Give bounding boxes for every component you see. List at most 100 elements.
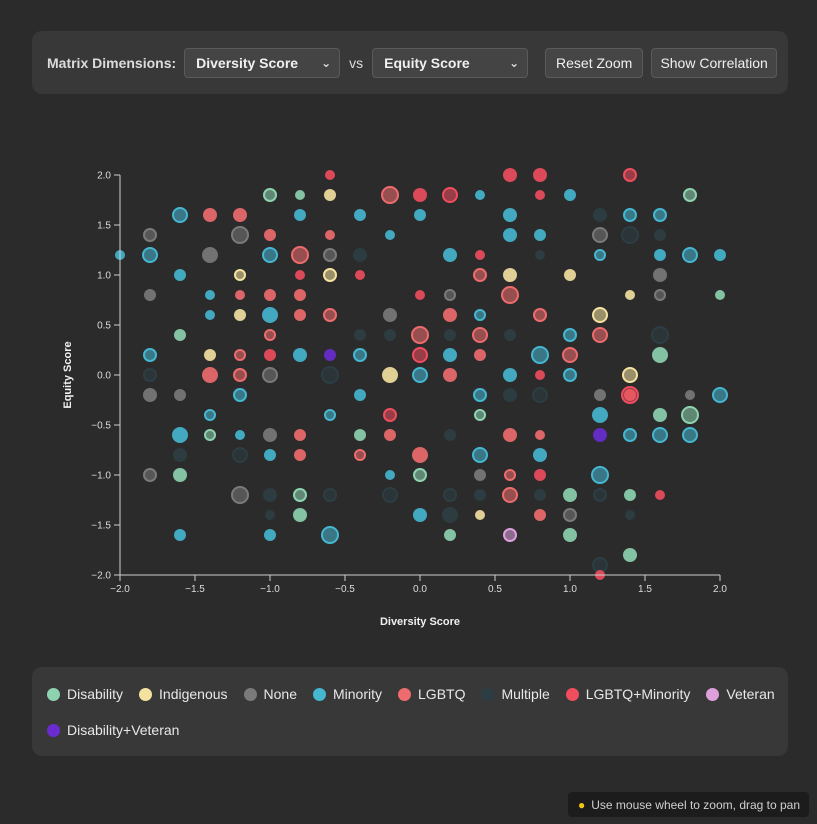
data-point[interactable] bbox=[204, 429, 216, 441]
data-point[interactable] bbox=[381, 186, 399, 204]
data-point[interactable] bbox=[413, 468, 427, 482]
data-point[interactable] bbox=[622, 367, 638, 383]
data-point[interactable] bbox=[264, 329, 276, 341]
data-point[interactable] bbox=[143, 388, 157, 402]
data-point[interactable] bbox=[354, 429, 366, 441]
data-point[interactable] bbox=[681, 406, 699, 424]
legend-item[interactable]: Veteran bbox=[706, 686, 775, 702]
data-point[interactable] bbox=[233, 368, 247, 382]
data-point[interactable] bbox=[682, 427, 698, 443]
data-point[interactable] bbox=[534, 489, 546, 501]
data-point[interactable] bbox=[563, 528, 577, 542]
data-point[interactable] bbox=[594, 249, 606, 261]
data-point[interactable] bbox=[232, 447, 248, 463]
data-point[interactable] bbox=[262, 247, 278, 263]
data-point[interactable] bbox=[592, 327, 608, 343]
data-point[interactable] bbox=[591, 466, 609, 484]
data-point[interactable] bbox=[533, 448, 547, 462]
data-point[interactable] bbox=[592, 307, 608, 323]
data-point[interactable] bbox=[143, 348, 157, 362]
data-point[interactable] bbox=[234, 269, 246, 281]
data-point[interactable] bbox=[534, 509, 546, 521]
data-point[interactable] bbox=[293, 488, 307, 502]
data-point[interactable] bbox=[474, 469, 486, 481]
data-point[interactable] bbox=[473, 388, 487, 402]
data-point[interactable] bbox=[414, 209, 426, 221]
data-point[interactable] bbox=[324, 409, 336, 421]
data-point[interactable] bbox=[564, 189, 576, 201]
data-point[interactable] bbox=[503, 388, 517, 402]
data-point[interactable] bbox=[264, 529, 276, 541]
legend-item[interactable]: Disability+Veteran bbox=[47, 722, 179, 738]
data-point[interactable] bbox=[653, 208, 667, 222]
y-dimension-select[interactable]: Equity Score ⌄ bbox=[372, 47, 529, 78]
data-point[interactable] bbox=[264, 289, 276, 301]
data-point[interactable] bbox=[472, 447, 488, 463]
data-point[interactable] bbox=[294, 309, 306, 321]
data-point[interactable] bbox=[623, 208, 637, 222]
data-point[interactable] bbox=[415, 290, 425, 300]
data-point[interactable] bbox=[174, 529, 186, 541]
data-point[interactable] bbox=[712, 387, 728, 403]
data-point[interactable] bbox=[203, 208, 217, 222]
data-point[interactable] bbox=[443, 348, 457, 362]
data-point[interactable] bbox=[202, 247, 218, 263]
data-point[interactable] bbox=[262, 367, 278, 383]
data-point[interactable] bbox=[384, 329, 396, 341]
data-point[interactable] bbox=[475, 190, 485, 200]
data-point[interactable] bbox=[143, 228, 157, 242]
legend-item[interactable]: LGBTQ+Minority bbox=[565, 686, 690, 702]
data-point[interactable] bbox=[384, 429, 396, 441]
data-point[interactable] bbox=[293, 508, 307, 522]
data-point[interactable] bbox=[295, 270, 305, 280]
data-point[interactable] bbox=[293, 348, 307, 362]
data-point[interactable] bbox=[593, 208, 607, 222]
data-point[interactable] bbox=[172, 207, 188, 223]
scatter-chart[interactable]: −2.0 −2.0 −1.5 −1.5 −1.0 −1.0 −0.5 −0.5 0.0 0.0 0.… bbox=[0, 0, 817, 660]
data-point[interactable] bbox=[654, 229, 666, 241]
data-point[interactable] bbox=[564, 269, 576, 281]
data-point[interactable] bbox=[385, 230, 395, 240]
data-point[interactable] bbox=[325, 230, 335, 240]
data-point[interactable] bbox=[625, 290, 635, 300]
data-point[interactable] bbox=[263, 188, 277, 202]
data-point[interactable] bbox=[714, 249, 726, 261]
legend-item[interactable]: Multiple bbox=[481, 686, 550, 702]
data-point[interactable] bbox=[205, 310, 215, 320]
data-point[interactable] bbox=[654, 249, 666, 261]
data-point[interactable] bbox=[474, 409, 486, 421]
data-point[interactable] bbox=[294, 449, 306, 461]
data-point[interactable] bbox=[354, 449, 366, 461]
data-point[interactable] bbox=[233, 208, 247, 222]
data-point[interactable] bbox=[444, 289, 456, 301]
data-point[interactable] bbox=[501, 286, 519, 304]
data-point[interactable] bbox=[623, 428, 637, 442]
data-point[interactable] bbox=[444, 429, 456, 441]
data-point[interactable] bbox=[231, 226, 249, 244]
data-point[interactable] bbox=[593, 488, 607, 502]
data-point[interactable] bbox=[621, 386, 639, 404]
data-point[interactable] bbox=[443, 368, 457, 382]
data-point[interactable] bbox=[262, 307, 278, 323]
data-point[interactable] bbox=[143, 468, 157, 482]
data-point[interactable] bbox=[535, 430, 545, 440]
data-point[interactable] bbox=[355, 270, 365, 280]
data-point[interactable] bbox=[383, 408, 397, 422]
data-point[interactable] bbox=[412, 347, 428, 363]
data-point[interactable] bbox=[592, 407, 608, 423]
data-point[interactable] bbox=[504, 329, 516, 341]
data-point[interactable] bbox=[651, 326, 669, 344]
data-point[interactable] bbox=[202, 367, 218, 383]
data-point[interactable] bbox=[173, 468, 187, 482]
reset-zoom-button[interactable]: Reset Zoom bbox=[545, 47, 644, 78]
data-point[interactable] bbox=[682, 247, 698, 263]
x-dimension-select[interactable]: Diversity Score ⌄ bbox=[184, 47, 341, 78]
data-point[interactable] bbox=[142, 247, 158, 263]
data-point[interactable] bbox=[263, 428, 277, 442]
data-point[interactable] bbox=[264, 449, 276, 461]
data-point[interactable] bbox=[323, 248, 337, 262]
data-point[interactable] bbox=[503, 268, 517, 282]
data-point[interactable] bbox=[535, 250, 545, 260]
data-point[interactable] bbox=[204, 409, 216, 421]
data-point[interactable] bbox=[235, 430, 245, 440]
